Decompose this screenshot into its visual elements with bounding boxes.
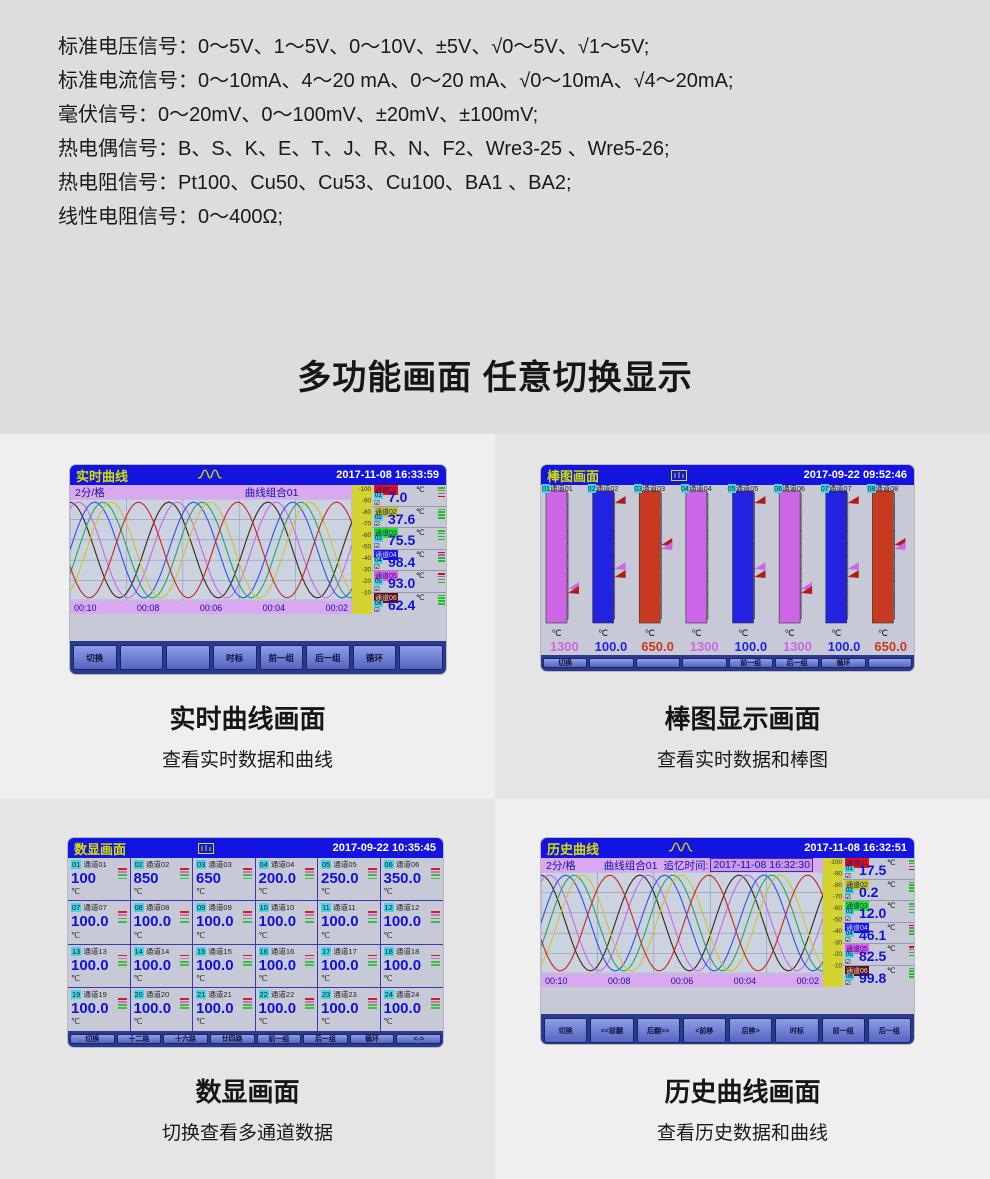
svg-text:-70: -70: [362, 521, 372, 528]
svg-text:-10: -10: [362, 590, 372, 597]
svg-text:-80: -80: [362, 509, 372, 516]
svg-text:-20: -20: [362, 578, 372, 585]
svg-text:℃: ℃: [645, 628, 655, 638]
svg-text:-30: -30: [833, 940, 843, 947]
svg-text:-50: -50: [362, 544, 372, 551]
svg-text:℃: ℃: [785, 628, 795, 638]
svg-text:-80: -80: [833, 882, 843, 889]
svg-text:-90: -90: [362, 498, 372, 505]
svg-text:-10: -10: [833, 963, 843, 970]
svg-text:-20: -20: [833, 951, 843, 958]
svg-text:-30: -30: [362, 567, 372, 574]
svg-text:-90: -90: [833, 871, 843, 878]
svg-text:℃: ℃: [878, 628, 888, 638]
svg-text:-100: -100: [358, 486, 371, 493]
svg-text:-60: -60: [833, 905, 843, 912]
svg-text:℃: ℃: [551, 628, 561, 638]
svg-text:℃: ℃: [598, 628, 608, 638]
svg-text:-40: -40: [362, 555, 372, 562]
svg-text:-50: -50: [833, 917, 843, 924]
svg-text:℃: ℃: [831, 628, 841, 638]
svg-text:℃: ℃: [738, 628, 748, 638]
svg-text:-100: -100: [829, 859, 842, 866]
svg-text:℃: ℃: [691, 628, 701, 638]
svg-text:-70: -70: [833, 894, 843, 901]
svg-text:-40: -40: [833, 928, 843, 935]
svg-text:-60: -60: [362, 532, 372, 539]
